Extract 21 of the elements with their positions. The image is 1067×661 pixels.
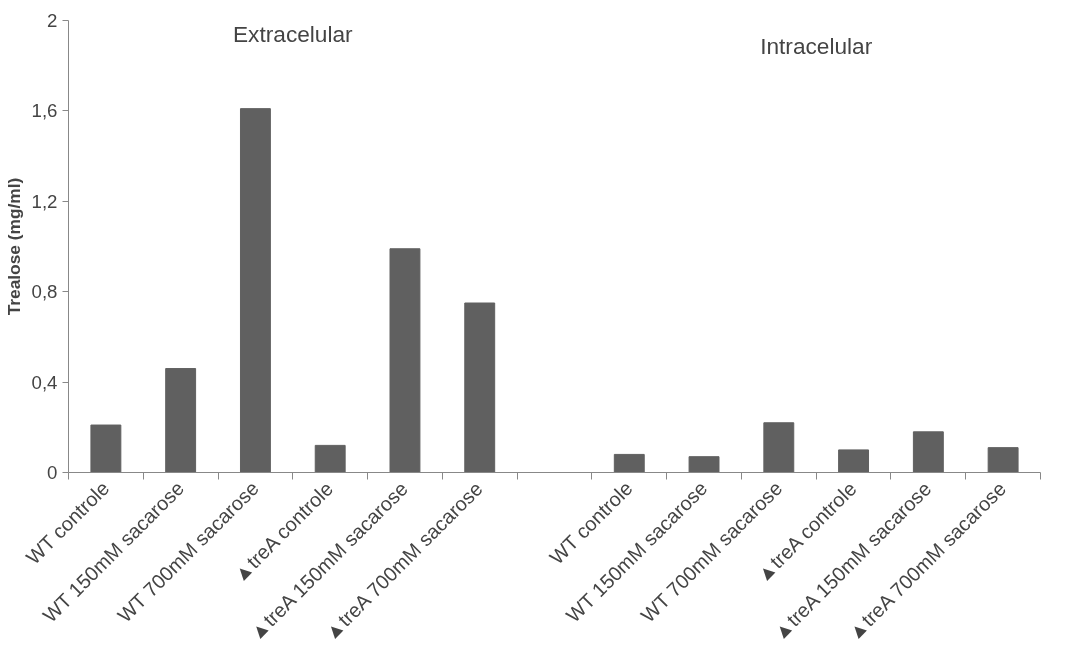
bar [389, 248, 421, 473]
bar [912, 431, 944, 473]
y-tick-label: 1,2 [31, 190, 58, 212]
bar [165, 368, 197, 473]
y-tick-label: 2 [47, 10, 58, 31]
y-tick-label: 0,4 [31, 371, 58, 393]
y-tick-label: 0 [47, 462, 58, 483]
annotation: Extracelular [233, 20, 354, 47]
bar [763, 422, 795, 473]
bar [613, 453, 645, 473]
bar [314, 444, 346, 473]
y-axis-title: Trealose (mg/ml) [3, 177, 24, 316]
bar [688, 456, 720, 473]
y-tick-label: 1,6 [31, 100, 58, 122]
bar [987, 447, 1019, 473]
annotation: Intracelular [760, 32, 873, 59]
bar [239, 108, 271, 473]
bar [838, 449, 870, 473]
bar [90, 424, 122, 473]
y-tick-label: 0,8 [31, 281, 58, 303]
bar [464, 302, 496, 473]
